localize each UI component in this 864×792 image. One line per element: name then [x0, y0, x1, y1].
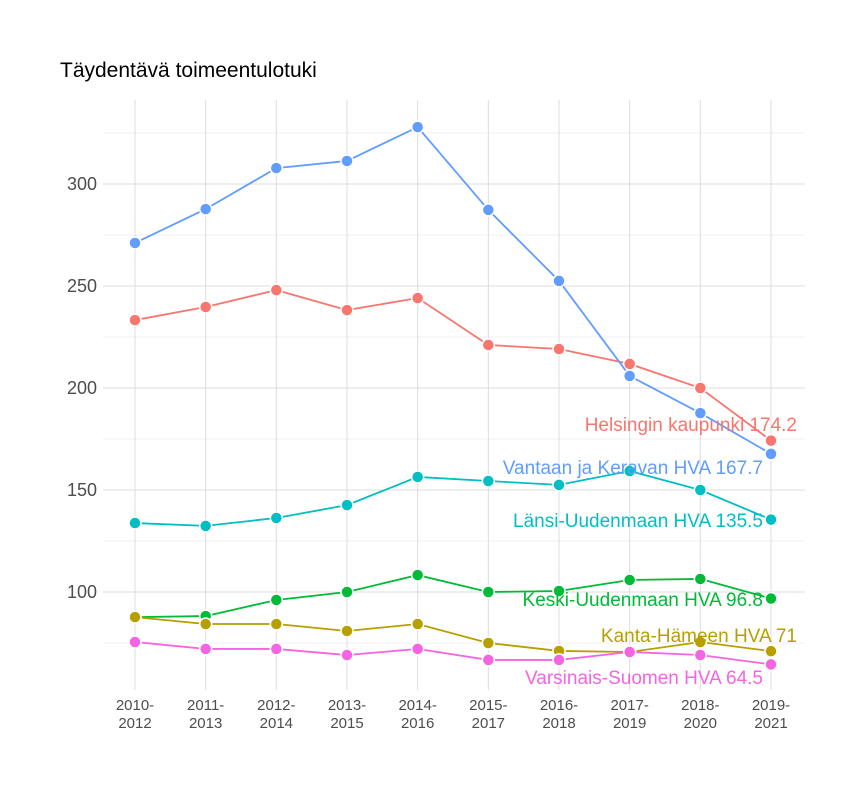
- data-point: [693, 381, 708, 395]
- series-line: [134, 289, 772, 442]
- x-tick-label: 2014-2016: [398, 697, 436, 732]
- data-point: [481, 203, 496, 217]
- series-end-label: Keski-Uudenmaan HVA 96.8: [523, 590, 763, 611]
- data-point: [622, 464, 637, 478]
- x-tick-label: 2016-2018: [540, 697, 578, 732]
- data-point: [693, 648, 708, 662]
- x-tick-label: 2013-2015: [328, 697, 366, 732]
- series-line: [134, 470, 772, 527]
- data-point: [410, 470, 425, 484]
- y-axis: 100 150 200 250 300: [67, 174, 97, 602]
- data-point: [764, 512, 778, 527]
- data-point: [128, 516, 142, 530]
- x-tick-label: 2012-2014: [257, 697, 295, 732]
- data-point: [410, 617, 425, 631]
- data-point: [128, 610, 142, 624]
- data-point: [693, 406, 708, 420]
- data-point: [198, 519, 213, 533]
- series-line: [134, 574, 772, 618]
- data-point: [764, 657, 778, 672]
- data-point: [128, 635, 142, 649]
- data-point: [269, 161, 284, 175]
- series-vantaan-ja-keravan-hva: [128, 120, 778, 461]
- grid: [103, 100, 805, 690]
- data-point: [764, 644, 778, 658]
- data-point: [410, 568, 425, 582]
- series-end-label: Länsi-Uudenmaan HVA 135.5: [513, 511, 763, 532]
- data-point: [552, 584, 566, 598]
- series-line: [134, 125, 772, 455]
- x-tick-label: 2015-2017: [469, 697, 507, 732]
- data-point: [410, 120, 425, 134]
- series-line: [134, 616, 772, 653]
- data-point: [622, 573, 637, 587]
- x-tick-label: 2010-2012: [116, 697, 154, 732]
- data-point: [198, 202, 213, 216]
- data-point: [764, 447, 778, 461]
- data-point: [340, 303, 354, 317]
- data-point: [410, 291, 425, 305]
- data-point: [340, 624, 354, 638]
- data-point: [269, 593, 284, 607]
- y-tick-label: 300: [67, 174, 97, 194]
- data-point: [481, 585, 496, 599]
- data-point: [764, 591, 778, 606]
- data-point: [198, 300, 213, 314]
- series-end-label: Varsinais-Suomen HVA 64.5: [525, 668, 763, 689]
- series-line: [134, 641, 772, 666]
- series-end-label: Vantaan ja Keravan HVA 167.7: [503, 458, 763, 479]
- x-tick-label: 2017-2019: [610, 697, 648, 732]
- data-point: [552, 478, 566, 492]
- data-point: [340, 585, 354, 599]
- x-tick-label: 2011-2013: [187, 697, 224, 732]
- data-point: [693, 483, 708, 497]
- series-l-nsi-uudenmaan-hva: [128, 464, 778, 533]
- data-point: [481, 474, 496, 488]
- data-point: [481, 653, 496, 667]
- data-point: [693, 635, 708, 649]
- series-labels: Helsingin kaupunki 174.2 Vantaan ja Kerav…: [503, 415, 797, 689]
- data-point: [269, 617, 284, 631]
- data-point: [693, 572, 708, 586]
- data-point: [269, 642, 284, 656]
- x-tick-label: 2019-2021: [752, 697, 790, 732]
- x-axis: 2010-2012 2011-2013 2012-2014 2013-2015 2014…: [116, 697, 790, 732]
- series-helsingin-kaupunki: [128, 283, 778, 448]
- data-point: [622, 357, 637, 371]
- data-point: [481, 636, 496, 650]
- data-point: [128, 313, 142, 327]
- data-point: [128, 236, 142, 250]
- data-point: [622, 369, 637, 383]
- data-point: [552, 342, 566, 356]
- series-end-label: Kanta-Hämeen HVA 71: [601, 626, 797, 647]
- series-varsinais-suomen-hva: [128, 635, 778, 672]
- data-point: [622, 645, 637, 659]
- data-point: [552, 274, 566, 288]
- data-point: [340, 648, 354, 662]
- y-tick-label: 250: [67, 276, 97, 296]
- data-point: [410, 642, 425, 656]
- data-point: [764, 433, 778, 448]
- data-point: [340, 498, 354, 512]
- data-point: [340, 154, 354, 168]
- chart-title: Täydentävä toimeentulotuki: [60, 59, 317, 82]
- data-point: [198, 642, 213, 656]
- data-point: [269, 283, 284, 297]
- data-point: [481, 338, 496, 352]
- data-point: [269, 511, 284, 525]
- y-tick-label: 200: [67, 378, 97, 398]
- data-point: [198, 617, 213, 631]
- y-tick-label: 100: [67, 582, 97, 602]
- data-point: [552, 653, 566, 667]
- series-lines: [128, 120, 778, 672]
- series-end-label: Helsingin kaupunki 174.2: [585, 415, 797, 436]
- x-tick-label: 2018-2020: [681, 697, 719, 732]
- y-tick-label: 150: [67, 480, 97, 500]
